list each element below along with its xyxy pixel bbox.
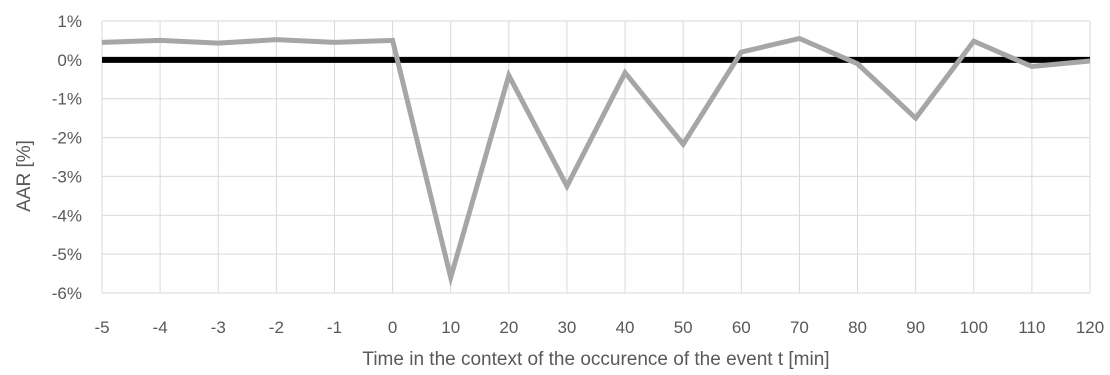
series-line	[101, 35, 1091, 288]
x-tick-label: 90	[906, 318, 925, 337]
x-tick-label: 70	[790, 318, 809, 337]
data-point	[624, 72, 626, 74]
x-axis-ticks: -5 -4 -3 -2 -1 0 10 20 30 40 50 60 70 80 90 100 110 120	[94, 318, 1104, 337]
data-point	[159, 39, 161, 41]
data-point	[973, 40, 975, 42]
x-tick-label: 100	[960, 318, 988, 337]
x-tick-label: 60	[732, 318, 751, 337]
y-tick-label: -3%	[52, 167, 82, 186]
x-tick-label: -4	[153, 318, 168, 337]
x-tick-label: 30	[557, 318, 576, 337]
y-axis-title: AAR [%]	[14, 140, 35, 212]
x-tick-label: 120	[1076, 318, 1104, 337]
y-axis-ticks: 1% 0% -1% -2% -3% -4% -5% -6%	[52, 12, 82, 303]
y-tick-label: 1%	[57, 12, 82, 31]
x-tick-label: -2	[269, 318, 284, 337]
data-point	[1031, 65, 1033, 67]
y-tick-label: -5%	[52, 245, 82, 264]
y-tick-label: -6%	[52, 284, 82, 303]
data-point	[101, 41, 103, 43]
series-layer	[101, 35, 1091, 288]
x-tick-label: 80	[848, 318, 867, 337]
data-point	[333, 41, 335, 43]
x-axis-title: Time in the context of the occurence of …	[362, 349, 829, 370]
data-point	[450, 276, 452, 278]
data-point	[915, 117, 917, 119]
data-point	[798, 37, 800, 39]
data-point	[566, 185, 568, 187]
data-point	[857, 63, 859, 65]
data-point	[682, 143, 684, 145]
x-tick-label: -3	[211, 318, 226, 337]
gridlines	[101, 20, 1091, 294]
x-tick-label: -1	[327, 318, 342, 337]
x-tick-label: -5	[94, 318, 109, 337]
data-point	[508, 74, 510, 76]
y-tick-label: -1%	[52, 90, 82, 109]
data-point	[217, 42, 219, 44]
data-point	[1089, 60, 1091, 62]
y-tick-label: -4%	[52, 206, 82, 225]
x-tick-label: 20	[499, 318, 518, 337]
x-tick-label: 40	[616, 318, 635, 337]
y-tick-label: 0%	[57, 51, 82, 70]
x-tick-label: 110	[1018, 318, 1045, 337]
data-point	[392, 39, 394, 41]
data-point	[275, 39, 277, 41]
x-tick-label: 50	[674, 318, 693, 337]
x-tick-label: 10	[441, 318, 460, 337]
x-tick-label: 0	[388, 318, 397, 337]
data-point	[740, 51, 742, 53]
y-tick-label: -2%	[52, 129, 82, 148]
